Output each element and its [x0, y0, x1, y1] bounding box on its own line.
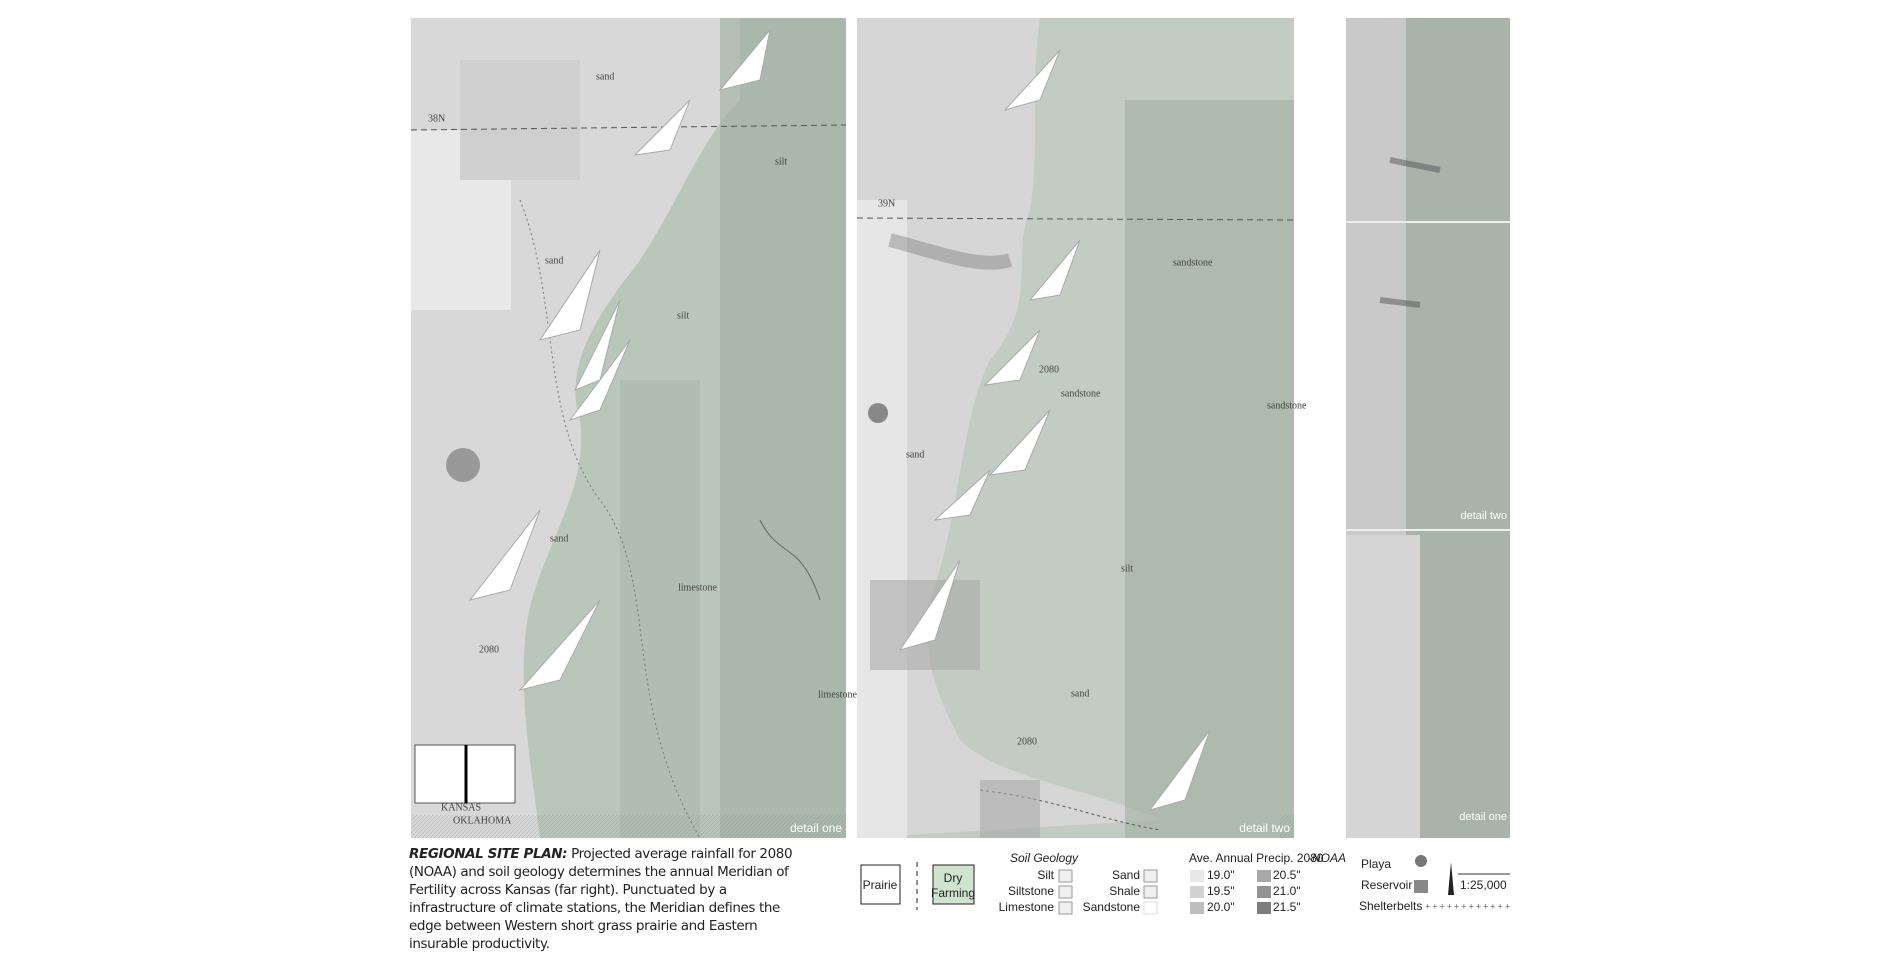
map-annotation: limestone: [818, 689, 857, 700]
map-annotation: 2080: [1039, 364, 1059, 375]
caption: REGIONAL SITE PLAN: Projected average ra…: [409, 845, 804, 953]
map-annotation: sand: [596, 71, 614, 82]
map-annotation: silt: [677, 310, 689, 321]
legend-item: Sandstone: [1083, 900, 1141, 914]
map-annotation: sandstone: [1173, 257, 1213, 268]
map-annotation: 2080: [1017, 736, 1037, 747]
legend-source: -NOAA: [1308, 851, 1346, 865]
map-annotation: limestone: [678, 582, 717, 593]
plate: ++++++++++++ 38N sand silt sand silt sand lime…: [410, 18, 1512, 915]
legend-item: Sand: [1112, 868, 1140, 882]
svg-text:++++++++++++: ++++++++++++: [1425, 901, 1512, 911]
map-annotation: 39N: [878, 198, 895, 209]
map-panel: [410, 18, 847, 839]
map-annotation: sandstone: [1061, 388, 1101, 399]
legend-item: Reservoir: [1361, 878, 1412, 892]
caption-title: REGIONAL SITE PLAN:: [409, 846, 568, 862]
legend: ++++++++++++: [860, 855, 1512, 915]
legend-item: Shale: [1109, 884, 1140, 898]
legend-title: Ave. Annual Precip. 2080: [1189, 851, 1324, 865]
map-annotation: sand: [1071, 688, 1089, 699]
map-annotation: sand: [550, 533, 568, 544]
map-annotation: KANSAS: [441, 802, 481, 813]
map-panel: [856, 18, 1295, 838]
map-annotation: sand: [906, 449, 924, 460]
legend-title: Soil Geology: [1010, 851, 1079, 865]
legend-item: 20.5": [1273, 868, 1301, 882]
map-annotation: OKLAHOMA: [453, 815, 512, 826]
map-annotation: sand: [545, 255, 563, 266]
legend-item: Siltstone: [1008, 884, 1054, 898]
map-annotation: 2080: [479, 644, 499, 655]
legend-item: Limestone: [999, 900, 1055, 914]
panel-label: detail one: [1459, 811, 1507, 823]
map-annotation: silt: [775, 156, 787, 167]
panel-label: detail two: [1239, 821, 1290, 835]
legend-item: 21.0": [1273, 884, 1301, 898]
map-annotation: silt: [1121, 563, 1133, 574]
scale-label: 1:25,000: [1460, 878, 1507, 892]
legend-zone: Prairie: [863, 878, 898, 892]
legend-zone: Dry Farming: [931, 871, 975, 900]
map-annotation: 38N: [428, 113, 445, 124]
legend-item: Silt: [1037, 868, 1054, 882]
panel-label: detail two: [1461, 510, 1507, 522]
legend-item: 20.0": [1207, 900, 1235, 914]
map-annotation: sandstone: [1267, 400, 1307, 411]
page: ++++++++++++ 38N sand silt sand silt sand lime…: [409, 18, 1512, 952]
legend-item: Playa: [1361, 857, 1391, 871]
legend-item: Shelterbelts: [1359, 899, 1422, 913]
legend-item: 19.0": [1207, 868, 1235, 882]
legend-item: 21.5": [1273, 900, 1301, 914]
map-panel: [1346, 18, 1510, 838]
panel-label: detail one: [790, 821, 842, 835]
legend-item: 19.5": [1207, 884, 1235, 898]
